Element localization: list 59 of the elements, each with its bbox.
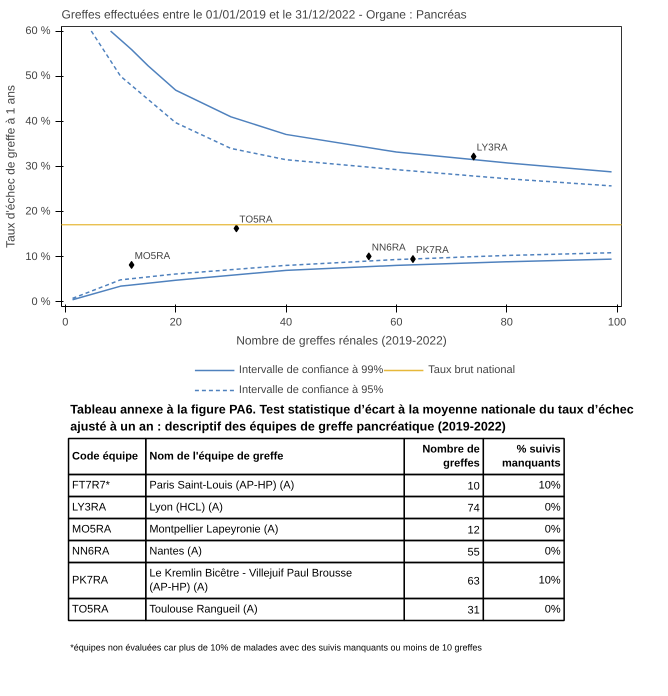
text: 31 bbox=[468, 604, 480, 616]
text: 74 bbox=[468, 502, 480, 514]
point bbox=[366, 252, 372, 260]
text: 55 bbox=[468, 546, 480, 558]
text: Nombre de greffes bbox=[422, 444, 480, 470]
text: 12 bbox=[468, 524, 480, 536]
text: Toulouse Rangueil (A) bbox=[149, 604, 258, 616]
text: Tableau annexe à la figure PA6. Test statistique d’écart à la moyenne nationale du taux d’échec ajusté à un an : descriptif des équipes de greffe pancréatique (2019-2022) bbox=[70, 402, 634, 434]
y-tick-label: 30 % bbox=[25, 160, 51, 172]
y-tick-label: 50 % bbox=[25, 70, 51, 82]
text: MO5RA bbox=[72, 524, 112, 536]
y-tick-label: 40 % bbox=[25, 115, 51, 128]
y-tick-label: 0 % bbox=[32, 296, 51, 308]
legend-label: Intervalle de confiance à 95% bbox=[238, 384, 384, 396]
y-tick-label: 60 % bbox=[25, 25, 51, 38]
x-axis-title: Nombre de greffes rénales (2019-2022) bbox=[236, 334, 447, 348]
text: Nantes (A) bbox=[149, 546, 202, 558]
x-tick-label: 20 bbox=[170, 316, 182, 328]
point bbox=[470, 152, 476, 161]
text: 10% bbox=[538, 574, 561, 586]
text: PK7RA bbox=[72, 574, 109, 586]
y-tick-label: 20 % bbox=[25, 206, 51, 218]
text: 0% bbox=[544, 524, 561, 536]
chart-title: Greffes effectuées entre le 01/01/2019 et le 31/12/2022 - Organe : Pancréas bbox=[62, 8, 467, 22]
annotation: TO5RA bbox=[239, 214, 273, 226]
legend-label: Intervalle de confiance à 99% bbox=[238, 364, 384, 376]
annotation: MO5RA bbox=[134, 250, 170, 262]
x-tick-label: 60 bbox=[390, 316, 403, 328]
point bbox=[234, 224, 240, 232]
x-tick-label: 40 bbox=[280, 316, 292, 328]
point bbox=[128, 260, 134, 269]
text: 10 bbox=[468, 480, 480, 492]
legend-label: Taux brut national bbox=[428, 364, 516, 376]
text: 0% bbox=[544, 502, 561, 514]
text: 0% bbox=[544, 546, 561, 558]
text: Nom de l'équipe de greffe bbox=[149, 450, 284, 462]
text: % suivis manquants bbox=[502, 444, 561, 470]
text: Lyon (HCL) (A) bbox=[149, 502, 223, 514]
text: FT7R7* bbox=[72, 480, 111, 492]
x-tick-label: 80 bbox=[500, 316, 513, 328]
text: 0% bbox=[544, 604, 561, 616]
x-tick-label: 0 bbox=[62, 316, 68, 328]
text: Paris Saint-Louis (AP-HP) (A) bbox=[149, 480, 294, 492]
point bbox=[410, 255, 416, 264]
text: 63 bbox=[468, 576, 480, 588]
y-axis-title: Taux d'échec de greffe à 1 ans bbox=[3, 85, 18, 248]
text: LY3RA bbox=[72, 502, 107, 514]
annotation: NN6RA bbox=[372, 242, 406, 254]
y-tick-label: 10 % bbox=[25, 250, 51, 263]
annotation: LY3RA bbox=[476, 142, 508, 154]
text: Montpellier Lapeyronie (A) bbox=[149, 524, 278, 536]
x-tick-label: 100 bbox=[608, 316, 626, 328]
text: Code équipe bbox=[72, 450, 138, 462]
text: NN6RA bbox=[72, 546, 110, 558]
annotation: PK7RA bbox=[416, 245, 450, 256]
text: 10% bbox=[538, 480, 561, 492]
text: TO5RA bbox=[72, 604, 110, 616]
text: *équipes non évaluées car plus de 10% de malades avec des suivis manquants ou moins de 10 greffes bbox=[70, 642, 482, 652]
text: Le Kremlin Bicêtre - Villejuif Paul Brousse (AP-HP) (A) bbox=[149, 568, 352, 594]
